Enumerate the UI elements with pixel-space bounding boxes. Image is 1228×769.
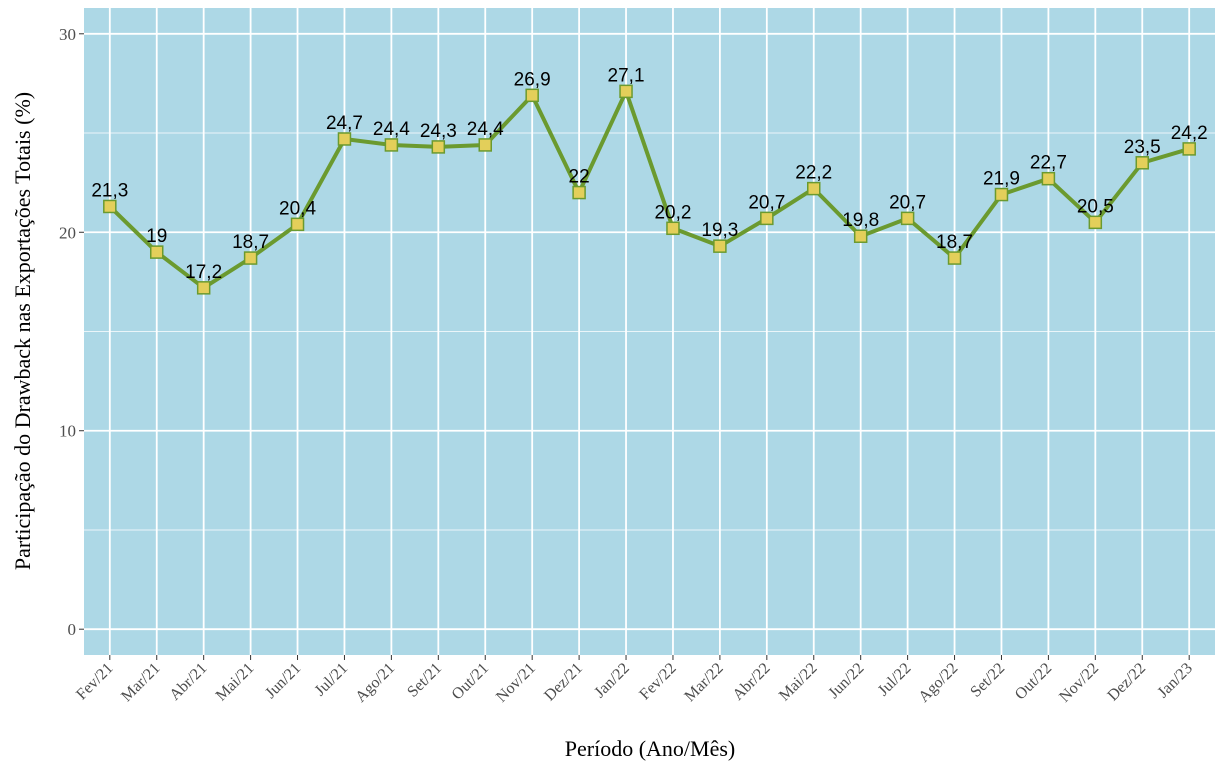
marker	[994, 187, 1009, 202]
x-tick-label: Abr/21	[166, 660, 210, 704]
marker	[149, 245, 164, 259]
data-label: 18,7	[936, 232, 973, 253]
data-label: 21,9	[983, 169, 1020, 190]
marker	[431, 140, 446, 154]
x-tick-label: Dez/22	[1104, 660, 1149, 705]
data-label: 23,5	[1124, 137, 1161, 158]
data-label: 22,7	[1030, 153, 1067, 174]
data-label: 19	[146, 226, 167, 247]
data-label: 19,8	[842, 210, 879, 231]
x-tick-label: Ago/21	[352, 660, 398, 706]
data-label: 20,7	[748, 192, 785, 213]
marker	[196, 281, 211, 295]
x-tick-label: Ago/22	[915, 660, 961, 706]
data-label: 22	[569, 167, 590, 188]
x-tick-label: Abr/22	[730, 660, 774, 704]
data-label: 18,7	[232, 232, 269, 253]
marker	[807, 181, 821, 196]
x-tick-label: Mai/21	[213, 660, 258, 705]
data-label: 27,1	[608, 65, 645, 86]
y-tick-label: 10	[59, 422, 76, 441]
marker	[243, 251, 258, 265]
marker	[1041, 171, 1056, 186]
marker	[760, 211, 774, 226]
x-tick-label: Nov/21	[493, 660, 539, 706]
x-tick-label: Jun/21	[262, 660, 304, 702]
marker	[525, 88, 539, 103]
x-tick-label: Jun/22	[825, 660, 867, 702]
data-label: 24,3	[420, 121, 457, 142]
x-tick-label: Out/22	[1012, 660, 1055, 703]
data-label: 24,4	[467, 119, 504, 140]
marker	[853, 229, 868, 243]
y-tick-label: 0	[68, 620, 77, 639]
y-tick-label: 20	[59, 223, 76, 242]
y-tick-label: 30	[59, 25, 76, 44]
marker	[103, 199, 117, 214]
marker	[666, 221, 680, 236]
marker	[900, 211, 915, 226]
data-label: 20,4	[279, 198, 316, 219]
marker	[572, 185, 586, 200]
x-tick-label: Dez/21	[541, 660, 586, 705]
marker	[619, 84, 633, 99]
x-tick-label: Jul/22	[875, 660, 915, 700]
marker	[337, 132, 352, 146]
data-label: 20,7	[889, 192, 926, 213]
x-axis-title: Período (Ano/Mês)	[565, 736, 735, 761]
marker	[713, 239, 727, 253]
marker	[478, 138, 492, 152]
x-tick-label: Jul/21	[312, 660, 352, 700]
data-label: 26,9	[514, 69, 551, 90]
line	[108, 89, 1190, 290]
marker	[1182, 142, 1196, 156]
marker	[1135, 156, 1150, 170]
data-label: 20,2	[654, 202, 691, 223]
data-label: 17,2	[185, 262, 222, 283]
marker	[1088, 215, 1103, 230]
data-label: 24,2	[1171, 123, 1208, 144]
data-label: 19,3	[701, 220, 738, 241]
x-tick-label: Fev/21	[73, 660, 116, 703]
x-tick-label: Set/21	[404, 660, 445, 701]
x-tick-label: Out/21	[449, 660, 492, 703]
data-label: 24,7	[326, 113, 363, 134]
x-tick-label: Mai/22	[776, 660, 821, 705]
x-tick-label: Set/22	[967, 660, 1008, 701]
x-tick-label: Mar/21	[118, 660, 163, 705]
data-label: 22,2	[795, 163, 832, 184]
marker	[290, 217, 305, 232]
x-tick-label: Nov/22	[1056, 660, 1102, 706]
x-tick-label: Jan/22	[591, 660, 633, 702]
data-label: 24,4	[373, 119, 410, 140]
y-axis-title: Participação do Drawback nas Exportações…	[10, 92, 35, 570]
data-label: 21,3	[91, 180, 128, 201]
marker	[947, 251, 962, 265]
data-label: 20,5	[1077, 196, 1114, 217]
x-tick-label: Mar/22	[681, 660, 726, 705]
marker	[384, 138, 399, 152]
x-tick-label: Fev/22	[636, 660, 679, 703]
x-tick-label: Jan/23	[1154, 660, 1196, 702]
